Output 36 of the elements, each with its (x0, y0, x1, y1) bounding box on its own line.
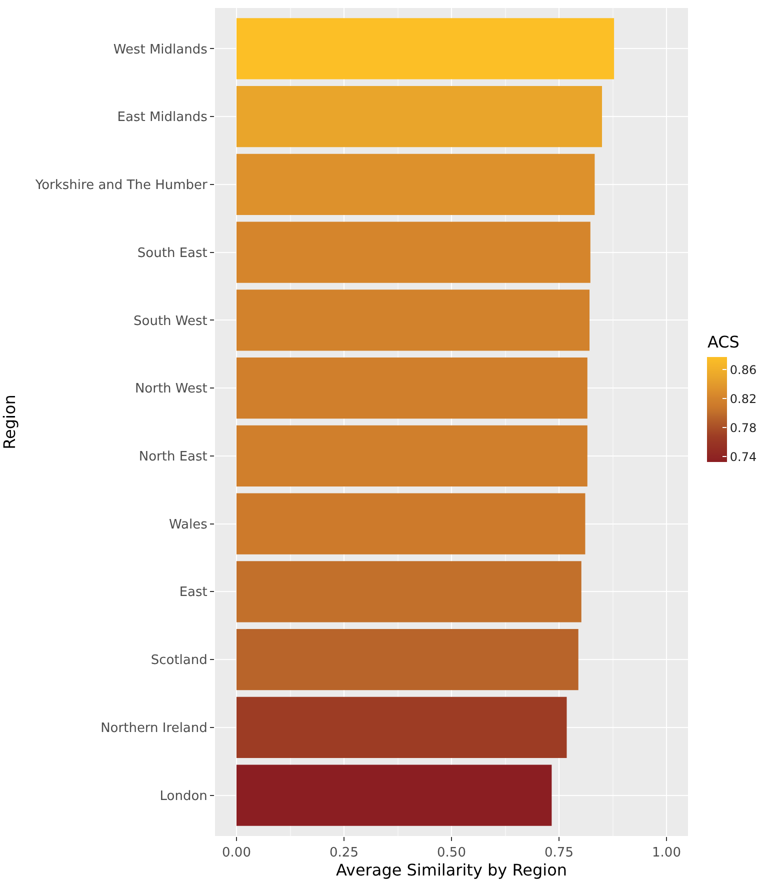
bar (236, 764, 552, 826)
x-axis-title: Average Similarity by Region (336, 860, 568, 880)
bar (236, 358, 588, 419)
color-bar-label: 0.74 (730, 450, 757, 464)
x-tick-label: 1.00 (652, 846, 681, 861)
x-tick-label: 0.00 (222, 846, 251, 861)
y-tick-label: East (179, 585, 208, 600)
color-bar-label: 0.78 (730, 420, 757, 435)
y-tick-label: North West (134, 382, 208, 397)
color-bar-title: ACS (707, 332, 740, 352)
y-tick-label: London (160, 788, 208, 804)
bar (236, 493, 586, 554)
bar (236, 86, 602, 148)
bar (236, 222, 590, 283)
bar (236, 696, 567, 758)
y-tick-label: South West (134, 314, 208, 329)
bar (236, 425, 588, 486)
y-tick-label: North East (138, 449, 208, 464)
y-tick-label: Northern Ireland (100, 720, 208, 736)
color-bar-label: 0.86 (730, 362, 757, 377)
bar (236, 561, 582, 622)
bar (236, 290, 590, 351)
y-tick-label: South East (137, 246, 208, 261)
x-tick-label: 0.50 (437, 846, 466, 861)
x-tick-label: 0.75 (544, 846, 574, 861)
bar (236, 18, 614, 80)
y-axis-title: Region (0, 394, 19, 450)
bar (236, 154, 595, 215)
x-tick-label: 0.25 (330, 846, 358, 861)
y-tick-label: East Midlands (117, 110, 208, 126)
color-bar-label: 0.82 (730, 392, 757, 406)
bar (236, 629, 578, 690)
y-tick-label: West Midlands (113, 42, 208, 58)
y-tick-label: Wales (169, 517, 208, 532)
y-tick-label: Scotland (150, 653, 208, 668)
y-tick-label: Yorkshire and The Humber (34, 178, 208, 194)
